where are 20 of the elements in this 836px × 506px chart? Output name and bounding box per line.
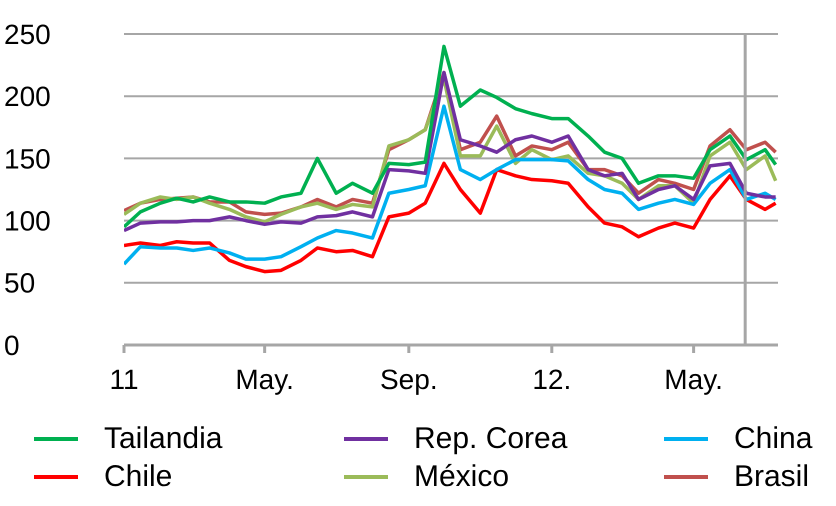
x-tick-label: Sep. (380, 364, 438, 395)
line-series (124, 162, 778, 274)
legend-label: China (734, 421, 812, 457)
y-tick-label: 0 (4, 330, 20, 361)
x-tick-label: May. (235, 364, 294, 395)
line-series (124, 44, 778, 229)
x-tick-label: May. (664, 364, 723, 395)
y-tick-label: 100 (4, 206, 51, 237)
legend-label: Tailandia (104, 421, 222, 457)
y-tick-label: 150 (4, 143, 51, 174)
y-tick-label: 200 (4, 81, 51, 112)
legend-label: Brasil (734, 459, 810, 495)
legend-label: México (414, 459, 510, 495)
legend-label: Chile (104, 459, 172, 495)
line-series (124, 104, 778, 266)
y-tick-label: 250 (4, 18, 51, 50)
legend-label: Rep. Corea (414, 421, 568, 457)
y-tick-label: 50 (4, 268, 36, 299)
x-tick-label: 11 (109, 364, 139, 395)
x-tick-label: 12. (532, 364, 572, 395)
